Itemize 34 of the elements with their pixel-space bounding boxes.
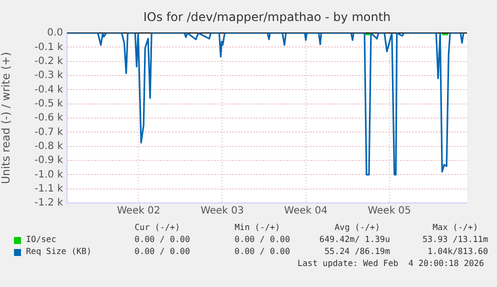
y-tick-label: 0.0 <box>47 28 63 39</box>
legend-label: Req Size (KB) <box>26 246 92 256</box>
y-tick-label: -1.0 k <box>34 169 64 180</box>
y-tick-label: -0.8 k <box>34 140 64 152</box>
y-tick-label: -0.3 k <box>34 70 64 82</box>
text: 1.04k/813.60 <box>427 246 488 256</box>
y-tick-label: -0.9 k <box>34 155 64 166</box>
text: 0.00 / 0.00 <box>234 246 290 256</box>
chart-title: IOs for /dev/mapper/mpathao - by month <box>143 10 391 24</box>
legend-label: IO/sec <box>26 234 56 244</box>
x-tick-label: Week 02 <box>116 206 160 217</box>
y-tick-label: -0.7 k <box>34 126 64 138</box>
y-tick-label: -0.2 k <box>34 56 64 67</box>
x-tick-label: Week 05 <box>368 206 412 217</box>
text: Min (-/+) <box>234 222 280 232</box>
y-tick-label: -0.5 k <box>34 98 64 110</box>
text: 0.00 / 0.00 <box>134 234 190 244</box>
y-tick-label: -1.1 k <box>34 183 64 194</box>
text: 0.00 / 0.00 <box>234 234 290 244</box>
x-tick-label: Week 03 <box>200 206 244 217</box>
text: 0.00 / 0.00 <box>134 246 190 256</box>
text: Avg (-/+) <box>334 222 380 232</box>
text: Last update: Wed Feb 4 20:00:18 2026 <box>297 258 484 268</box>
x-tick-label: Week 04 <box>284 206 328 217</box>
text: 55.24 /86.19m <box>324 246 390 256</box>
text: Max (-/+) <box>432 222 478 232</box>
y-axis-title: Units read (-) / write (+) <box>0 52 12 184</box>
y-tick-label: -0.6 k <box>34 112 64 124</box>
y-tick-label: -0.4 k <box>34 84 64 96</box>
text: 649.42m/ 1.39u <box>319 234 390 244</box>
y-tick-label: -1.2 k <box>34 198 64 209</box>
text: Cur (-/+) <box>134 222 180 232</box>
text: 53.93 /13.11m <box>422 234 488 244</box>
y-tick-label: -0.1 k <box>34 42 64 53</box>
